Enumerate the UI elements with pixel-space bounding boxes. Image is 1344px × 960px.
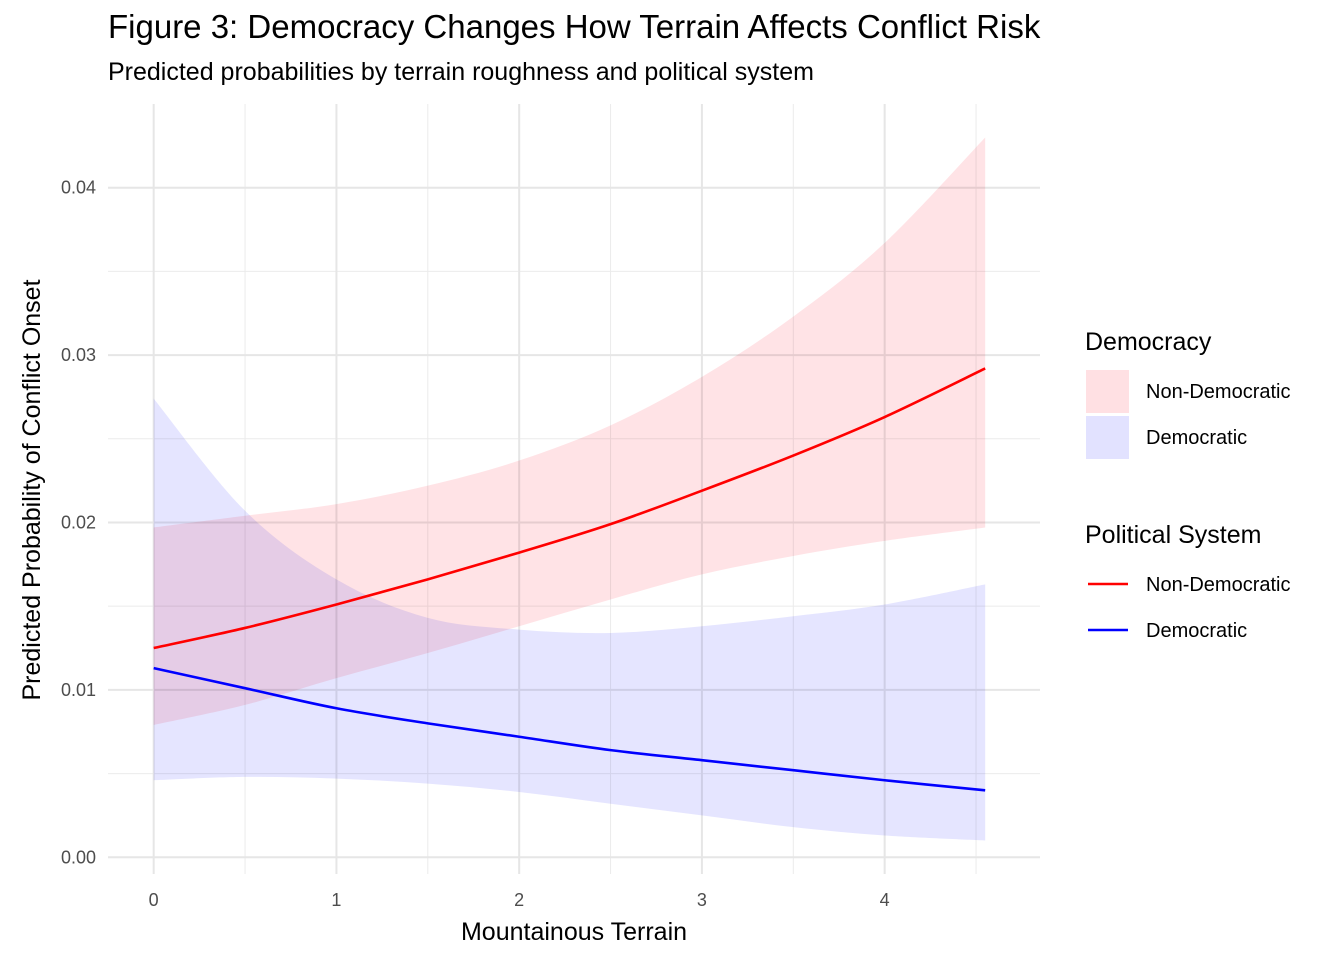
- y-axis-ticks: 0.00 0.01 0.02 0.03 0.04: [61, 178, 96, 868]
- y-tick-label: 0.03: [61, 345, 96, 365]
- y-tick-label: 0.00: [61, 847, 96, 867]
- y-tick-label: 0.02: [61, 512, 96, 532]
- legend-label: Democratic: [1146, 427, 1247, 449]
- legend-title-political-system: Political System: [1085, 521, 1261, 549]
- y-tick-label: 0.01: [61, 680, 96, 700]
- ci-band-non-democratic: [153, 137, 986, 726]
- legend-label: Democratic: [1146, 620, 1247, 642]
- legend-label: Non-Democratic: [1146, 574, 1290, 596]
- ci-band-democratic: [153, 398, 986, 841]
- legend-key-fill: [1086, 416, 1129, 459]
- legend-key-fill: [1086, 370, 1129, 413]
- x-tick-label: 1: [331, 890, 341, 910]
- x-tick-label: 2: [514, 890, 524, 910]
- y-tick-label: 0.04: [61, 178, 96, 198]
- chart-title: Figure 3: Democracy Changes How Terrain …: [108, 8, 1041, 45]
- x-tick-label: 0: [149, 890, 159, 910]
- chart-subtitle: Predicted probabilities by terrain rough…: [108, 58, 814, 86]
- series-lines: [153, 367, 986, 792]
- x-axis-title: Mountainous Terrain: [461, 918, 687, 946]
- x-axis-ticks: 0 1 2 3 4: [149, 890, 890, 910]
- series-line-non-democratic: [153, 367, 986, 650]
- confidence-bands: [153, 137, 986, 841]
- legend-title-democracy: Democracy: [1085, 328, 1212, 356]
- legend-label: Non-Democratic: [1146, 381, 1290, 403]
- series-line-democratic: [153, 666, 986, 792]
- x-tick-label: 3: [697, 890, 707, 910]
- legend: Democracy Non-Democratic Democratic Politic…: [1085, 328, 1290, 642]
- x-tick-label: 4: [880, 890, 890, 910]
- y-axis-title: Predicted Probability of Conflict Onset: [18, 279, 46, 700]
